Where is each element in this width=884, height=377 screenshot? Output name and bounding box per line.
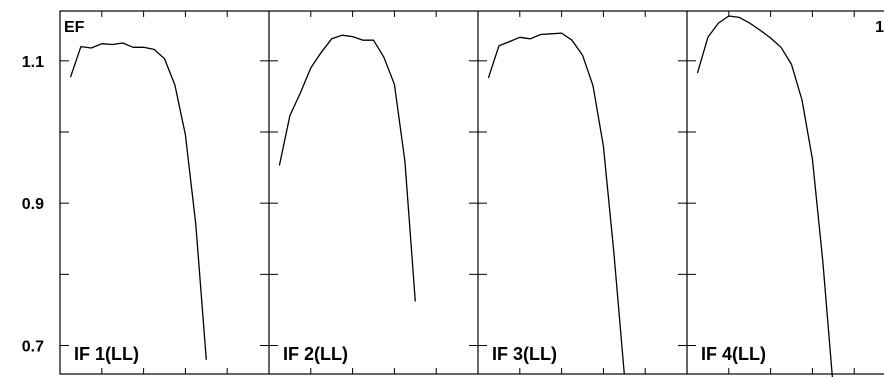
corner-label-left: EF [64, 19, 85, 36]
corner-label-right: 1 [875, 19, 884, 36]
series-line-3 [487, 32, 625, 375]
plot-area: IF 1(LL) IF 2(LL) IF 3(LL) IF 4(LL) 0.7 0.9 1.… [22, 10, 884, 377]
plot-frame [59, 10, 884, 375]
panel-label-4: IF 4(LL) [701, 344, 766, 364]
y-tick-label: 1.1 [22, 54, 44, 71]
panel-label-2: IF 2(LL) [283, 344, 348, 364]
series-line-4 [696, 15, 834, 377]
panel-label-3: IF 3(LL) [492, 344, 557, 364]
panel-label-1: IF 1(LL) [74, 344, 139, 364]
series-line-2 [278, 34, 416, 302]
series-line-1 [69, 42, 207, 360]
y-tick-label: 0.7 [22, 339, 44, 356]
y-tick-label: 0.9 [22, 196, 44, 213]
